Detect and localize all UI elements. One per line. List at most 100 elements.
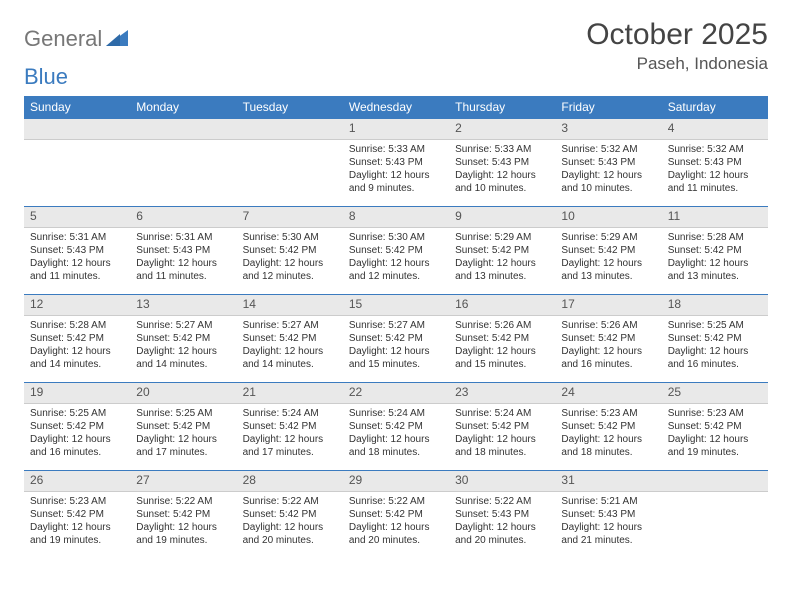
day-number: 16 [449,294,555,316]
day-detail-line: Sunrise: 5:25 AM [30,407,124,420]
day-detail-line: Sunset: 5:43 PM [561,156,655,169]
weekday-header: Sunday [24,96,130,118]
day-detail-line: and 19 minutes. [668,446,762,459]
day-details: Sunrise: 5:22 AMSunset: 5:42 PMDaylight:… [130,492,236,551]
day-number: 17 [555,294,661,316]
day-details: Sunrise: 5:23 AMSunset: 5:42 PMDaylight:… [24,492,130,551]
day-number: 30 [449,470,555,492]
day-detail-line: Daylight: 12 hours [30,345,124,358]
day-detail-line: Sunrise: 5:29 AM [561,231,655,244]
day-details: Sunrise: 5:23 AMSunset: 5:42 PMDaylight:… [555,404,661,463]
day-number: 15 [343,294,449,316]
day-details: Sunrise: 5:27 AMSunset: 5:42 PMDaylight:… [343,316,449,375]
day-detail-line: Sunset: 5:42 PM [349,508,443,521]
day-details: Sunrise: 5:28 AMSunset: 5:42 PMDaylight:… [662,228,768,287]
logo-text-gray: General [24,26,102,52]
day-details: Sunrise: 5:30 AMSunset: 5:42 PMDaylight:… [237,228,343,287]
day-detail-line: Daylight: 12 hours [243,433,337,446]
day-detail-line: and 18 minutes. [561,446,655,459]
day-detail-line: and 14 minutes. [30,358,124,371]
day-details: Sunrise: 5:32 AMSunset: 5:43 PMDaylight:… [662,140,768,199]
day-detail-line: and 15 minutes. [349,358,443,371]
day-detail-line: Daylight: 12 hours [349,257,443,270]
day-number: 7 [237,206,343,228]
day-detail-line: and 12 minutes. [349,270,443,283]
day-number: 19 [24,382,130,404]
day-details: Sunrise: 5:26 AMSunset: 5:42 PMDaylight:… [449,316,555,375]
day-details: Sunrise: 5:22 AMSunset: 5:42 PMDaylight:… [343,492,449,551]
day-detail-line: Sunrise: 5:26 AM [455,319,549,332]
day-detail-line: Daylight: 12 hours [349,169,443,182]
day-number-empty [237,118,343,140]
day-detail-line: Sunset: 5:42 PM [561,244,655,257]
day-number-empty [24,118,130,140]
day-detail-line: Daylight: 12 hours [349,433,443,446]
day-details: Sunrise: 5:22 AMSunset: 5:42 PMDaylight:… [237,492,343,551]
day-detail-line: and 16 minutes. [668,358,762,371]
day-detail-line: and 10 minutes. [561,182,655,195]
day-number: 4 [662,118,768,140]
calendar-cell: 19Sunrise: 5:25 AMSunset: 5:42 PMDayligh… [24,382,130,470]
day-detail-line: Sunrise: 5:23 AM [30,495,124,508]
day-detail-line: Daylight: 12 hours [455,433,549,446]
day-detail-line: and 21 minutes. [561,534,655,547]
day-details: Sunrise: 5:33 AMSunset: 5:43 PMDaylight:… [449,140,555,199]
day-detail-line: Sunset: 5:42 PM [561,332,655,345]
weekday-header: Tuesday [237,96,343,118]
calendar-cell: 17Sunrise: 5:26 AMSunset: 5:42 PMDayligh… [555,294,661,382]
day-detail-line: Daylight: 12 hours [243,521,337,534]
day-detail-line: Sunrise: 5:33 AM [455,143,549,156]
day-detail-line: Sunrise: 5:31 AM [136,231,230,244]
day-detail-line: Daylight: 12 hours [668,257,762,270]
day-detail-line: Daylight: 12 hours [136,345,230,358]
calendar-row: 1Sunrise: 5:33 AMSunset: 5:43 PMDaylight… [24,118,768,206]
day-detail-line: and 20 minutes. [349,534,443,547]
day-detail-line: Daylight: 12 hours [561,521,655,534]
calendar-cell: 11Sunrise: 5:28 AMSunset: 5:42 PMDayligh… [662,206,768,294]
day-detail-line: and 17 minutes. [243,446,337,459]
day-detail-line: Sunset: 5:42 PM [561,420,655,433]
day-detail-line: Sunrise: 5:24 AM [455,407,549,420]
day-number: 25 [662,382,768,404]
day-detail-line: Sunset: 5:42 PM [243,332,337,345]
day-number: 22 [343,382,449,404]
day-detail-line: and 14 minutes. [243,358,337,371]
day-detail-line: Sunrise: 5:27 AM [349,319,443,332]
day-detail-line: and 19 minutes. [30,534,124,547]
day-detail-line: Sunrise: 5:23 AM [668,407,762,420]
weekday-header: Saturday [662,96,768,118]
month-title: October 2025 [586,18,768,52]
day-detail-line: Sunset: 5:43 PM [349,156,443,169]
day-detail-line: and 18 minutes. [455,446,549,459]
calendar-cell: 28Sunrise: 5:22 AMSunset: 5:42 PMDayligh… [237,470,343,558]
calendar-cell: 2Sunrise: 5:33 AMSunset: 5:43 PMDaylight… [449,118,555,206]
calendar-cell: 26Sunrise: 5:23 AMSunset: 5:42 PMDayligh… [24,470,130,558]
day-details: Sunrise: 5:21 AMSunset: 5:43 PMDaylight:… [555,492,661,551]
day-detail-line: Sunset: 5:42 PM [455,420,549,433]
day-detail-line: and 17 minutes. [136,446,230,459]
calendar-row: 26Sunrise: 5:23 AMSunset: 5:42 PMDayligh… [24,470,768,558]
day-detail-line: Sunset: 5:42 PM [243,508,337,521]
day-details: Sunrise: 5:25 AMSunset: 5:42 PMDaylight:… [24,404,130,463]
day-detail-line: Sunrise: 5:24 AM [243,407,337,420]
day-detail-line: Daylight: 12 hours [668,169,762,182]
day-detail-line: and 11 minutes. [668,182,762,195]
location-label: Paseh, Indonesia [586,54,768,74]
calendar-body: 1Sunrise: 5:33 AMSunset: 5:43 PMDaylight… [24,118,768,558]
day-detail-line: Sunrise: 5:32 AM [668,143,762,156]
calendar-cell: 5Sunrise: 5:31 AMSunset: 5:43 PMDaylight… [24,206,130,294]
day-number: 12 [24,294,130,316]
day-number: 28 [237,470,343,492]
day-details: Sunrise: 5:24 AMSunset: 5:42 PMDaylight:… [237,404,343,463]
day-details: Sunrise: 5:29 AMSunset: 5:42 PMDaylight:… [449,228,555,287]
calendar-page: General October 2025 Paseh, Indonesia Bl… [0,0,792,568]
calendar-row: 12Sunrise: 5:28 AMSunset: 5:42 PMDayligh… [24,294,768,382]
day-detail-line: Sunset: 5:42 PM [349,420,443,433]
day-detail-line: and 16 minutes. [30,446,124,459]
day-details: Sunrise: 5:26 AMSunset: 5:42 PMDaylight:… [555,316,661,375]
weekday-header: Monday [130,96,236,118]
day-number: 11 [662,206,768,228]
day-details: Sunrise: 5:30 AMSunset: 5:42 PMDaylight:… [343,228,449,287]
calendar-cell: 29Sunrise: 5:22 AMSunset: 5:42 PMDayligh… [343,470,449,558]
day-number: 24 [555,382,661,404]
